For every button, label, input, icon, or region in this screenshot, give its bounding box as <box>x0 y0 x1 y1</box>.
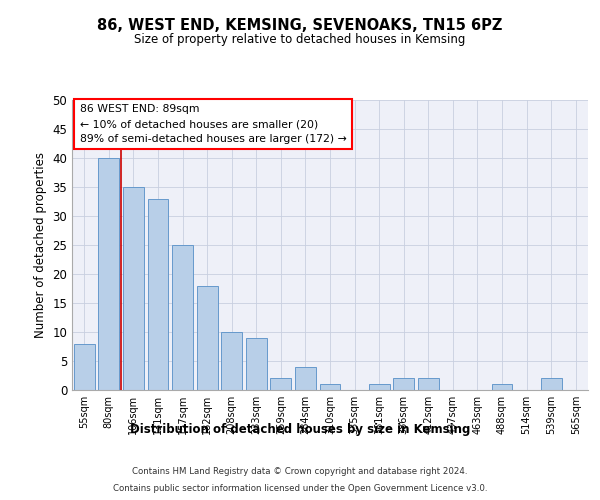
Bar <box>246 338 267 390</box>
Bar <box>271 378 292 390</box>
Bar <box>295 367 316 390</box>
Bar <box>418 378 439 390</box>
Bar <box>393 378 414 390</box>
Text: 86 WEST END: 89sqm
← 10% of detached houses are smaller (20)
89% of semi-detache: 86 WEST END: 89sqm ← 10% of detached hou… <box>80 104 346 144</box>
Bar <box>320 384 340 390</box>
Bar <box>541 378 562 390</box>
Bar <box>197 286 218 390</box>
Bar <box>98 158 119 390</box>
Bar <box>148 198 169 390</box>
Bar <box>74 344 95 390</box>
Bar <box>172 245 193 390</box>
Bar <box>221 332 242 390</box>
Text: Contains public sector information licensed under the Open Government Licence v3: Contains public sector information licen… <box>113 484 487 493</box>
Bar <box>123 187 144 390</box>
Y-axis label: Number of detached properties: Number of detached properties <box>34 152 47 338</box>
Bar <box>491 384 512 390</box>
Text: Size of property relative to detached houses in Kemsing: Size of property relative to detached ho… <box>134 32 466 46</box>
Text: 86, WEST END, KEMSING, SEVENOAKS, TN15 6PZ: 86, WEST END, KEMSING, SEVENOAKS, TN15 6… <box>97 18 503 32</box>
Bar <box>368 384 389 390</box>
Text: Contains HM Land Registry data © Crown copyright and database right 2024.: Contains HM Land Registry data © Crown c… <box>132 468 468 476</box>
Text: Distribution of detached houses by size in Kemsing: Distribution of detached houses by size … <box>130 422 470 436</box>
